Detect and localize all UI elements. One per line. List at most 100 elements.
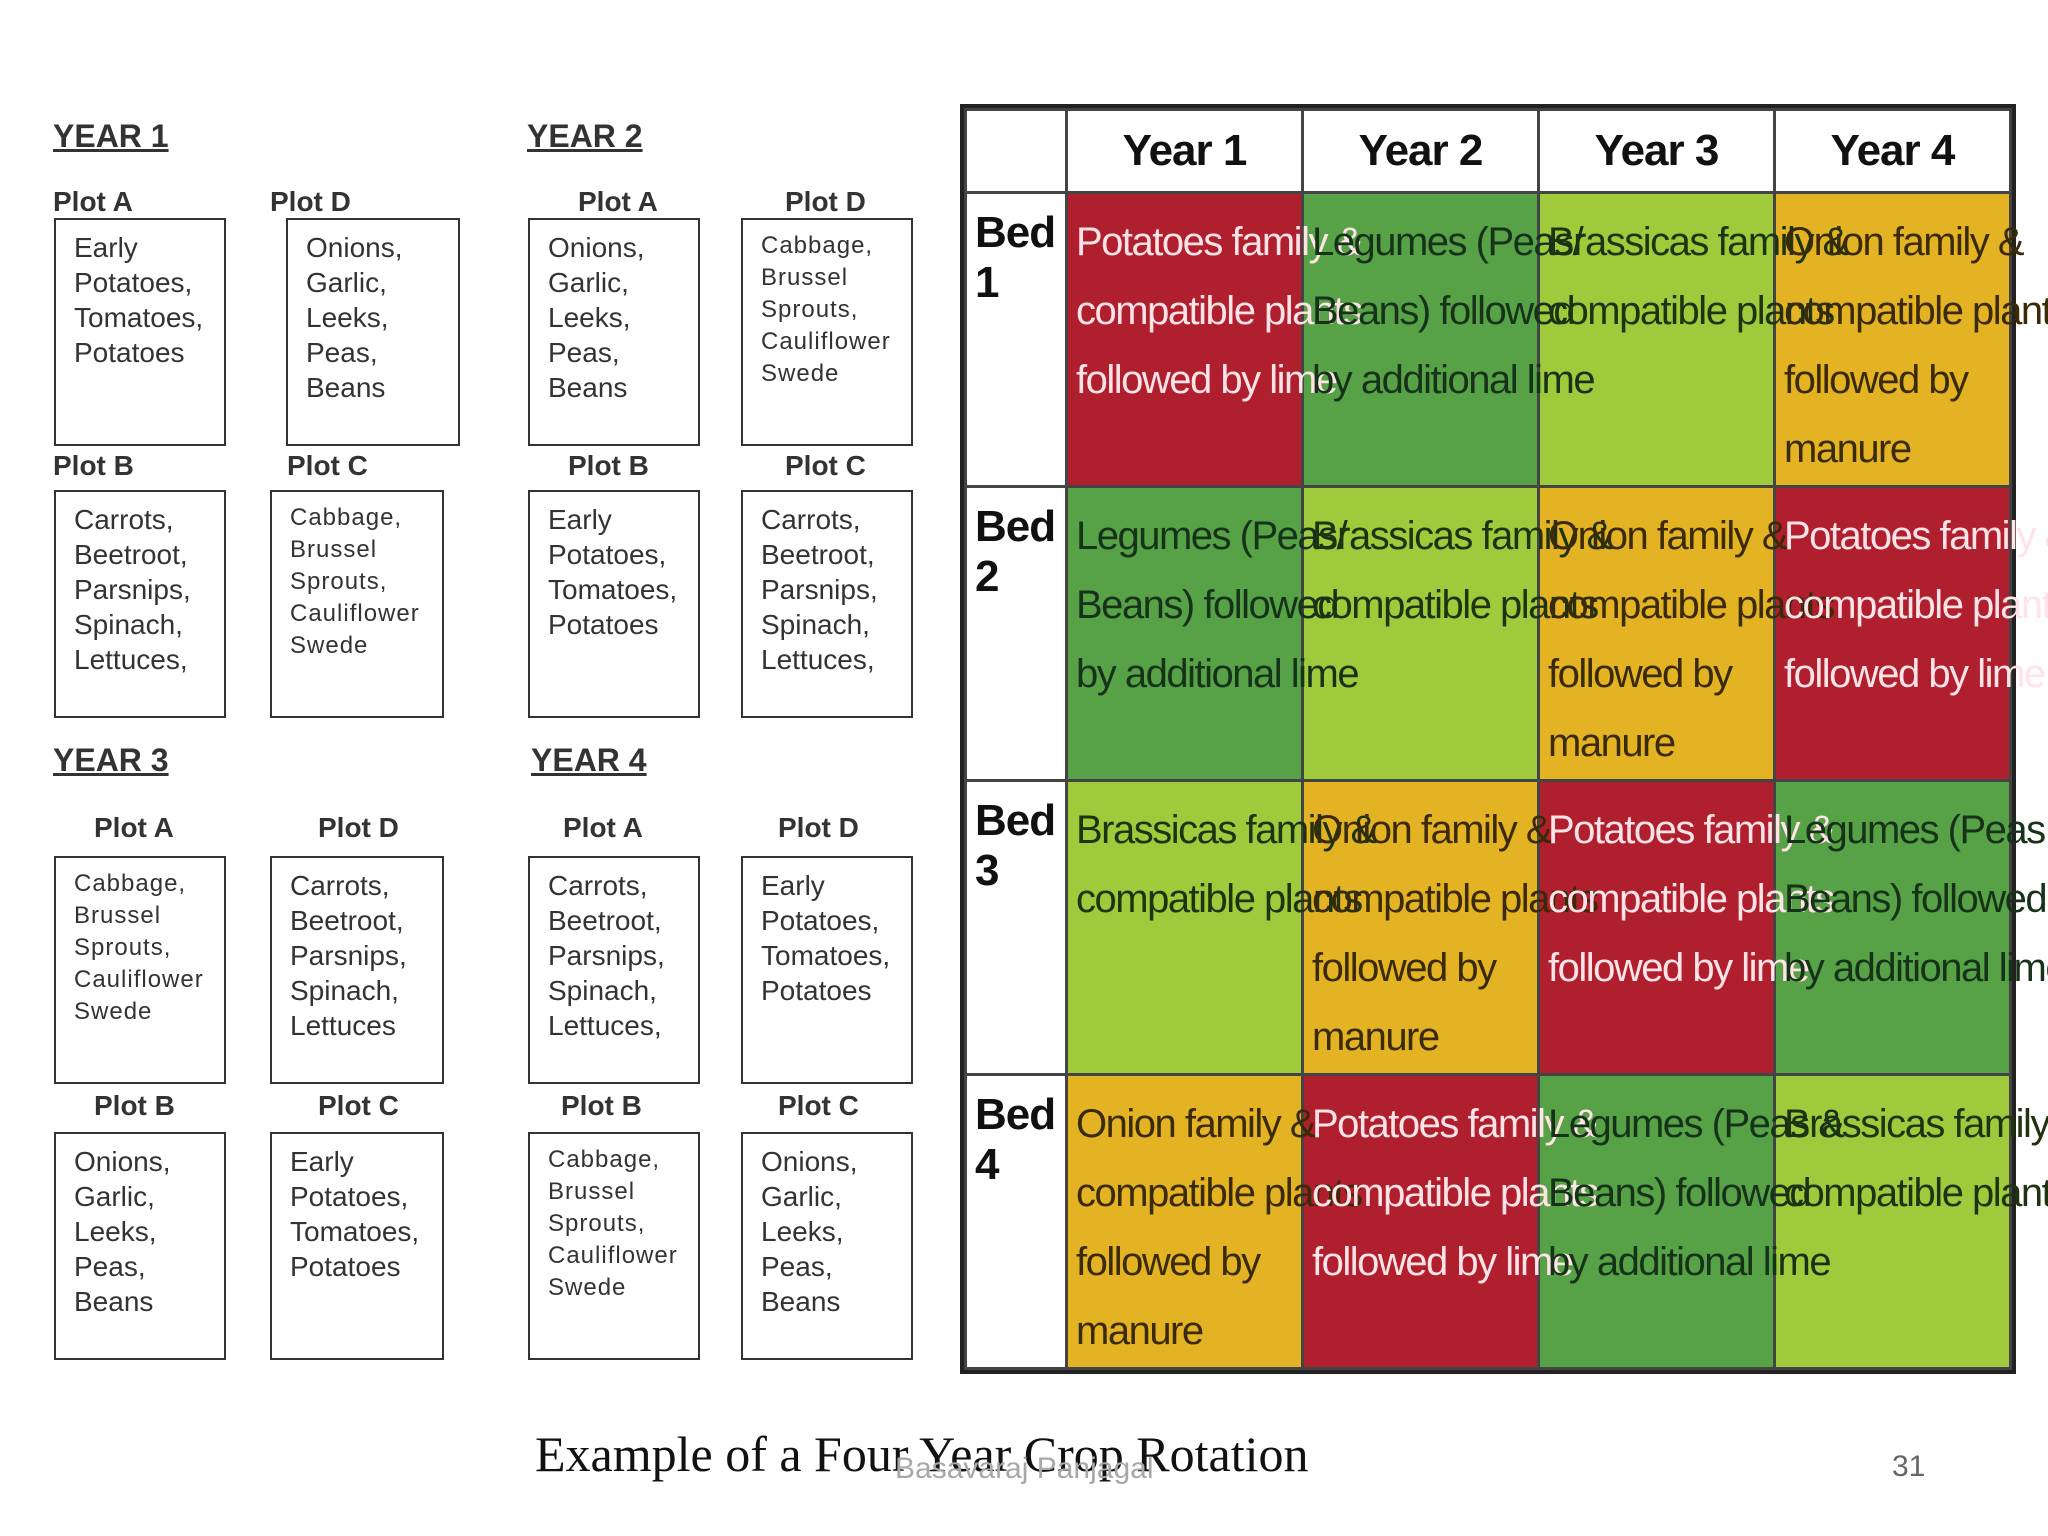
- cell-text-line: followed by lime: [1312, 1240, 1574, 1284]
- plot-label: Plot D: [785, 186, 866, 217]
- cell-text-line: followed by: [1312, 946, 1497, 990]
- bed-row: Bed 4 Onion family & compatible plants foll…: [964, 1073, 2048, 1370]
- crop-name: Brussel: [290, 536, 378, 563]
- bed-row: Bed 2 Legumes (Peas/Beans) followed by add…: [964, 485, 2048, 782]
- rotation-cell: Legumes (Peas/Beans) followed by addition…: [1065, 485, 1360, 782]
- crop-name: Carrots,: [761, 504, 861, 535]
- crop-name: Garlic,: [306, 267, 387, 298]
- crop-name: Onions,: [306, 232, 403, 263]
- plot-box: Early Potatoes, Tomatoes, Potatoes: [54, 218, 226, 446]
- plot-label: Plot A: [578, 186, 658, 217]
- crop-name: Spinach,: [290, 975, 399, 1006]
- crop-name: Beans: [548, 372, 628, 403]
- cell-text-line: followed by lime: [1076, 358, 1338, 402]
- crop-name: Beans: [306, 372, 386, 403]
- cell-text-line: compatible plants: [1548, 583, 1835, 627]
- crop-name: Peas,: [548, 337, 620, 368]
- crop-name: Parsnips,: [290, 940, 407, 971]
- plot-label: Plot C: [785, 450, 866, 481]
- plot-box: Carrots, Beetroot, Parsnips, Spinach, Lettuc…: [270, 856, 444, 1084]
- crop-name: Potatoes,: [74, 267, 193, 298]
- plot-label: Plot A: [94, 812, 174, 843]
- cell-text-line: Legumes (Peas &: [1548, 1102, 1845, 1146]
- cell-text-line: Onion family &: [1548, 514, 1789, 558]
- cell-text-line: manure: [1076, 1309, 1204, 1353]
- crop-name: Cauliflower: [548, 1242, 678, 1269]
- crop-name: Peas,: [761, 1251, 833, 1282]
- crop-name: Swede: [548, 1274, 627, 1301]
- plot-label: Plot B: [568, 450, 649, 481]
- bed-label: Bed 3: [964, 779, 1068, 1076]
- bed-label: Bed 4: [964, 1073, 1068, 1370]
- crop-name: Onions,: [548, 232, 645, 263]
- crop-name: Parsnips,: [761, 574, 878, 605]
- rotation-cell: Brassicas family & compatible plants: [1301, 485, 1613, 782]
- plot-box: Early Potatoes, Tomatoes, Potatoes: [528, 490, 700, 718]
- crop-name: Parsnips,: [74, 574, 191, 605]
- rotation-cell: Potatoes family & compatible plants follow…: [1773, 485, 2048, 782]
- cell-text-line: followed by lime: [1784, 652, 2046, 696]
- cell-text-line: Onion family &: [1312, 808, 1553, 852]
- cell-text-line: Brassicas family &: [1076, 808, 1377, 852]
- rotation-cell: Onion family & compatible plants followed …: [1537, 485, 1835, 782]
- cell-text-line: Brassicas family &: [1312, 514, 1613, 558]
- crop-name: Tomatoes,: [74, 302, 204, 333]
- plot-label: Plot D: [318, 812, 399, 843]
- year-title-1: YEAR 1: [53, 118, 169, 154]
- crop-name: Lettuces,: [74, 644, 188, 675]
- year-header-4: Year 4: [1773, 108, 2012, 194]
- cell-text-line: compatible plants: [1312, 1171, 1599, 1215]
- cell-text-line: compatible plants: [1548, 877, 1835, 921]
- plot-label: Plot A: [53, 186, 133, 217]
- cell-text-line: Potatoes family &: [1076, 220, 1363, 264]
- crop-name: Potatoes,: [290, 1181, 409, 1212]
- cell-text-line: by additional lime: [1548, 1240, 1832, 1284]
- rotation-cell: Potatoes family & compatible plants follow…: [1301, 1073, 1599, 1370]
- crop-name: Onions,: [761, 1146, 858, 1177]
- cell-text-line: followed by: [1784, 358, 1969, 402]
- cell-text-line: compatible plants: [1312, 583, 1599, 627]
- cell-text-line: compatible plants: [1784, 1171, 2048, 1215]
- plot-label: Plot D: [270, 186, 351, 217]
- cell-text-line: Brassicas family &: [1548, 220, 1849, 264]
- crop-name: Sprouts,: [290, 568, 388, 595]
- crop-name: Spinach,: [548, 975, 657, 1006]
- crop-name: Potatoes: [74, 337, 185, 368]
- crop-name: Parsnips,: [548, 940, 665, 971]
- crop-name: Lettuces,: [761, 644, 875, 675]
- crop-name: Sprouts,: [761, 296, 859, 323]
- crop-name: Garlic,: [761, 1181, 842, 1212]
- cell-text-line: by additional lime: [1312, 358, 1596, 402]
- plot-box: Early Potatoes, Tomatoes, Potatoes: [741, 856, 913, 1084]
- crop-name: Early: [548, 504, 612, 535]
- plot-box: Carrots, Beetroot, Parsnips, Spinach, Lettuc…: [528, 856, 700, 1084]
- plot-box: Onions, Garlic, Leeks, Peas, Beans: [741, 1132, 913, 1360]
- crop-name: Cabbage,: [548, 1146, 661, 1173]
- crop-name: Peas,: [306, 337, 378, 368]
- crop-name: Onions,: [74, 1146, 171, 1177]
- rotation-cell: Legumes (Peas/Beans) followed by addition…: [1301, 191, 1596, 488]
- cell-text-line: followed by: [1076, 1240, 1261, 1284]
- cell-text-line: Legumes (Peas &: [1784, 808, 2048, 852]
- plot-box: Onions, Garlic, Leeks, Peas, Beans: [286, 218, 460, 446]
- crop-name: Garlic,: [74, 1181, 155, 1212]
- crop-name: Early: [290, 1146, 354, 1177]
- cell-text-line: Brassicas family &: [1784, 1102, 2048, 1146]
- plot-box: Cabbage, Brussel Sprouts, Cauliflower Swede: [528, 1132, 700, 1360]
- cell-text-line: followed by: [1548, 652, 1733, 696]
- crop-name: Early: [761, 870, 825, 901]
- cell-text-line: compatible plants: [1076, 289, 1363, 333]
- crop-name: Potatoes: [290, 1251, 401, 1282]
- rotation-cell: Potatoes family & compatible plants follow…: [1537, 779, 1835, 1076]
- crop-name: Spinach,: [74, 609, 183, 640]
- cell-text-line: Onion family &: [1076, 1102, 1317, 1146]
- table-header-row: Year 1 Year 2 Year 3 Year 4: [964, 108, 2012, 194]
- crop-name: Cabbage,: [290, 504, 403, 531]
- crop-name: Carrots,: [290, 870, 390, 901]
- plot-box: Onions, Garlic, Leeks, Peas, Beans: [54, 1132, 226, 1360]
- cell-text-line: by additional lime: [1784, 946, 2048, 990]
- cell-text-line: Potatoes family &: [1784, 514, 2048, 558]
- plot-label: Plot B: [53, 450, 134, 481]
- bed-row: Bed 3 Brassicas family & compatible plants…: [964, 779, 2048, 1076]
- crop-name: Potatoes: [761, 975, 872, 1006]
